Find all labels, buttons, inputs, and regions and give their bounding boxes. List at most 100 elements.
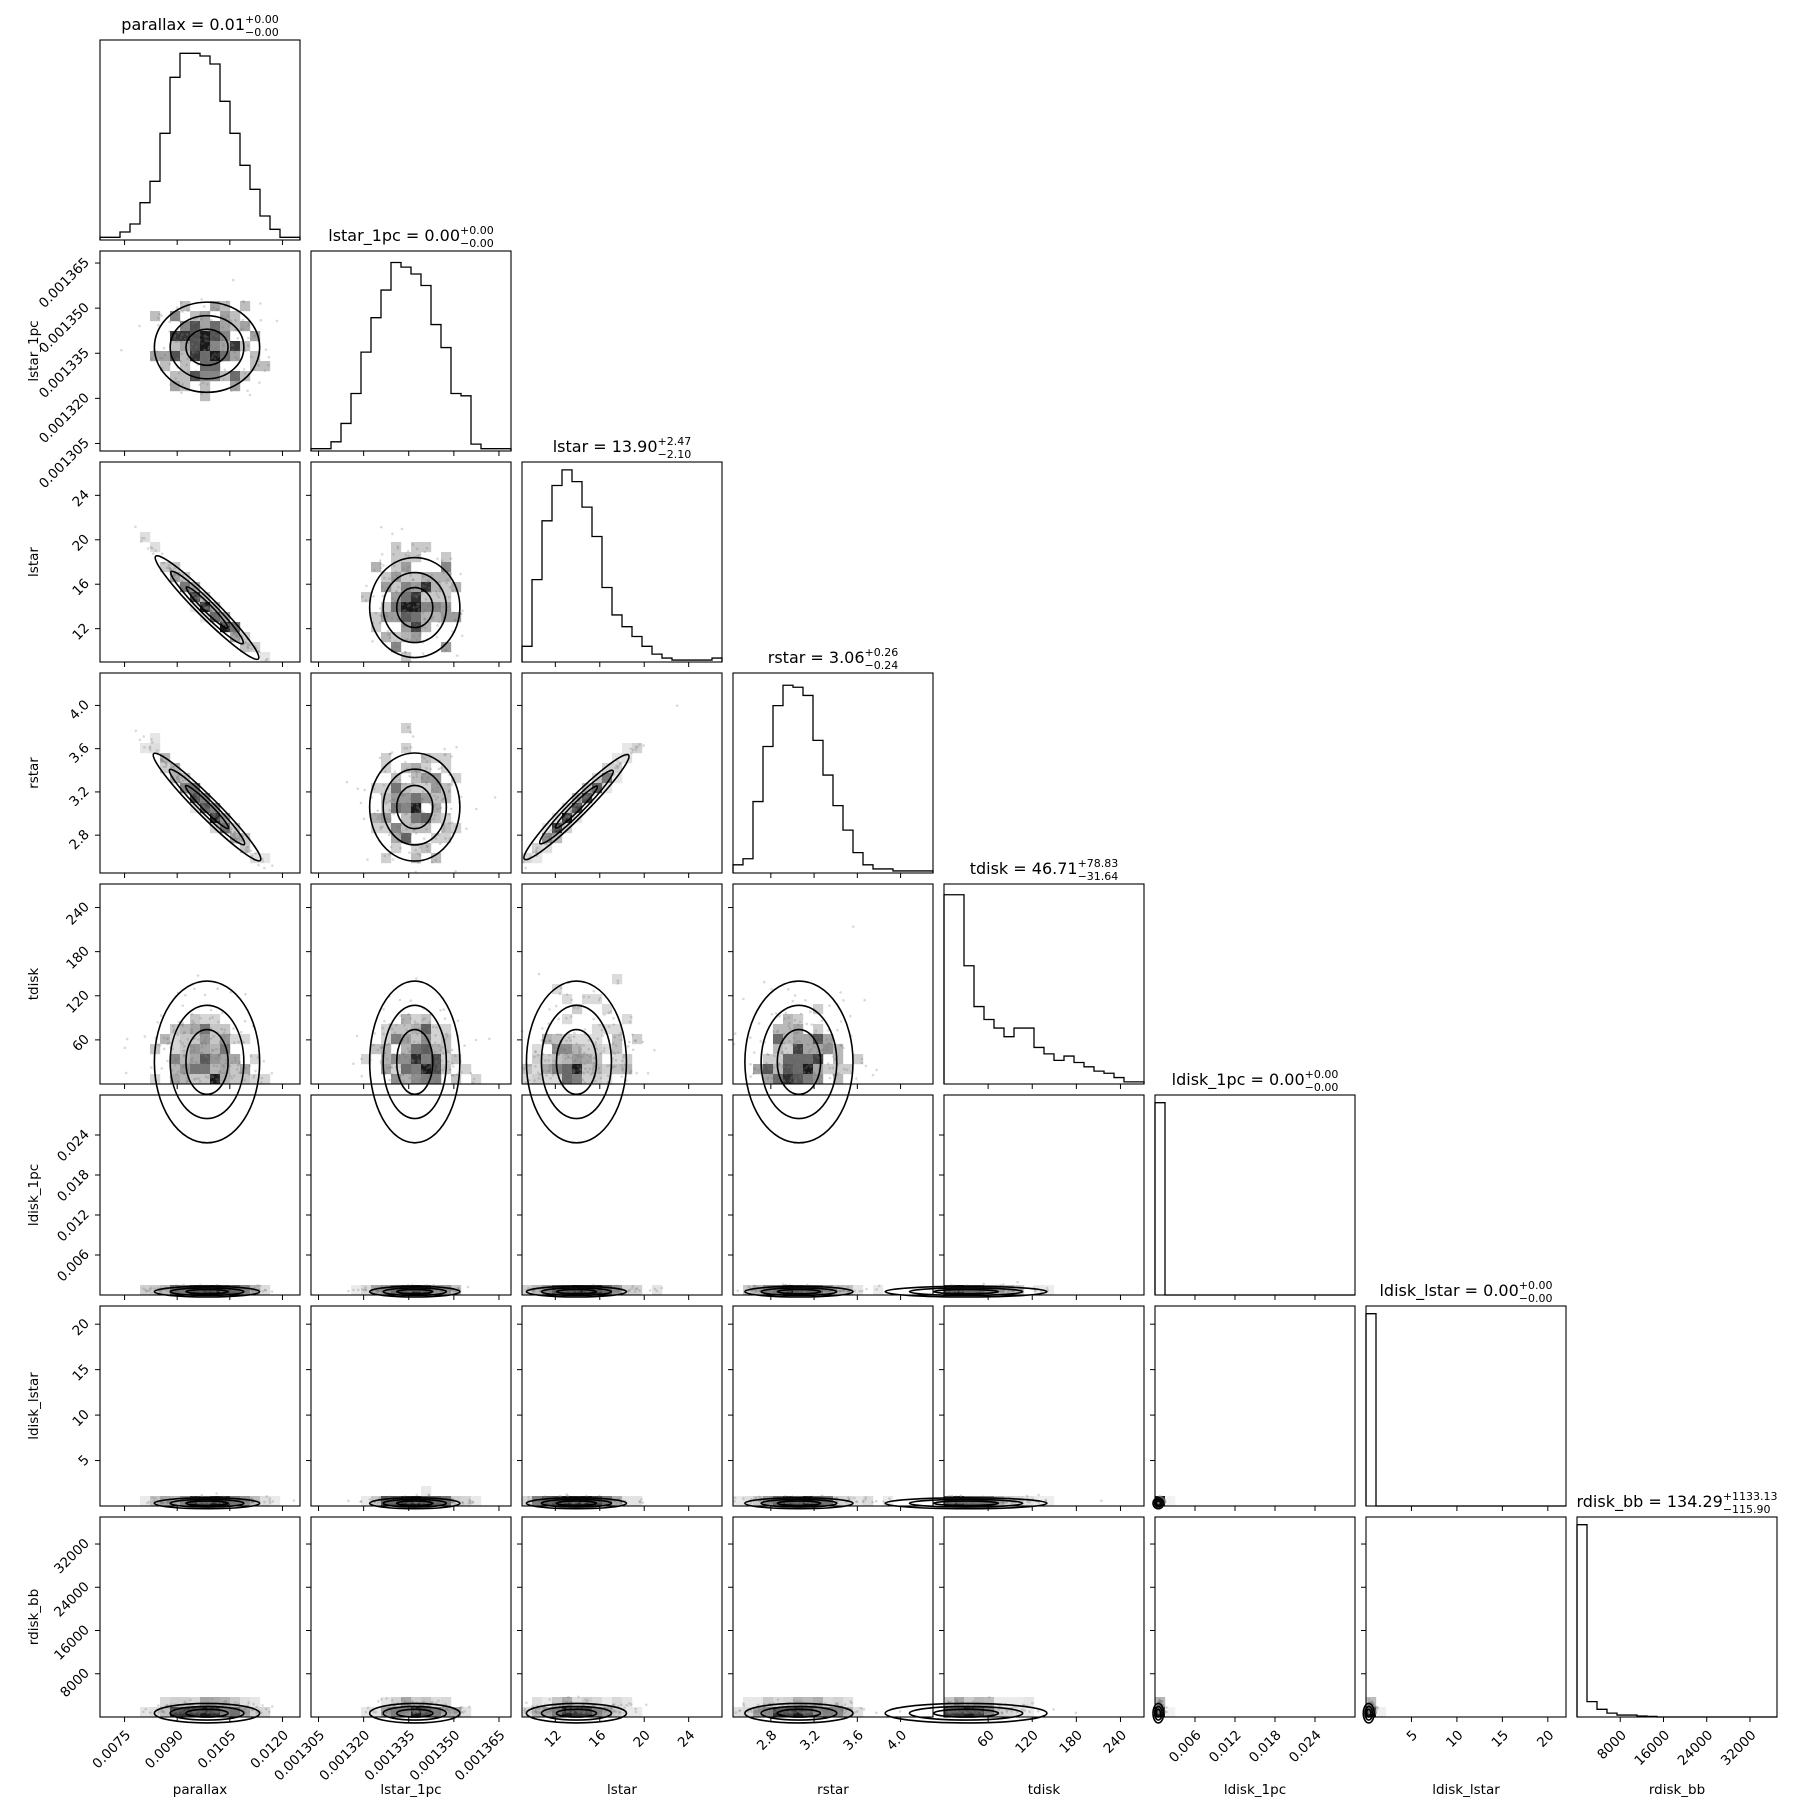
sample-point bbox=[204, 1026, 208, 1029]
sample-point bbox=[247, 1073, 251, 1076]
sample-point bbox=[169, 568, 173, 571]
sample-point bbox=[222, 1031, 226, 1035]
sample-point bbox=[474, 1038, 478, 1042]
sample-point bbox=[160, 356, 164, 360]
sample-point bbox=[207, 807, 210, 810]
sample-point bbox=[412, 1072, 415, 1076]
sample-point bbox=[638, 743, 641, 746]
sample-point bbox=[168, 566, 171, 570]
sample-point bbox=[385, 817, 389, 820]
sample-point bbox=[215, 1064, 219, 1068]
sample-point bbox=[1006, 1290, 1010, 1293]
sample-point bbox=[576, 1006, 580, 1010]
sample-point bbox=[182, 1054, 186, 1057]
sample-point bbox=[569, 809, 573, 812]
sample-point bbox=[261, 1290, 265, 1293]
sample-point bbox=[216, 987, 219, 991]
sample-point bbox=[222, 622, 225, 626]
density-cell bbox=[602, 773, 613, 784]
sample-point bbox=[381, 825, 384, 829]
sample-point bbox=[379, 613, 383, 617]
sample-point bbox=[182, 1071, 186, 1074]
sample-point bbox=[445, 1035, 449, 1038]
density-cell bbox=[200, 1054, 211, 1065]
sample-point bbox=[399, 804, 403, 808]
sample-point bbox=[547, 835, 551, 838]
sample-point bbox=[210, 1073, 213, 1076]
sample-point bbox=[158, 1501, 161, 1505]
sample-point bbox=[474, 807, 478, 811]
sample-point bbox=[435, 1026, 438, 1029]
sample-point bbox=[408, 833, 411, 837]
sample-point bbox=[176, 775, 179, 779]
sample-point bbox=[604, 774, 607, 778]
sample-point bbox=[569, 812, 573, 816]
sample-point bbox=[548, 1053, 551, 1057]
sample-point bbox=[425, 767, 428, 770]
sample-point bbox=[264, 658, 268, 662]
sample-point bbox=[201, 342, 204, 345]
sample-point bbox=[239, 1071, 242, 1075]
sample-point bbox=[776, 1076, 779, 1080]
sample-point bbox=[220, 1011, 224, 1015]
density-cell bbox=[190, 592, 201, 603]
sample-point bbox=[209, 807, 213, 811]
sample-point bbox=[435, 782, 439, 786]
density-cell bbox=[441, 552, 452, 563]
sample-point bbox=[791, 1074, 794, 1078]
sample-point bbox=[769, 1072, 772, 1076]
density-cell bbox=[622, 753, 633, 764]
density-cell bbox=[431, 753, 442, 764]
sample-point bbox=[630, 751, 633, 754]
sample-point bbox=[826, 1042, 830, 1046]
sample-point bbox=[593, 787, 597, 791]
sample-point bbox=[607, 1025, 611, 1028]
density-cell bbox=[391, 843, 402, 854]
sample-point bbox=[842, 999, 845, 1002]
sample-point bbox=[603, 1047, 606, 1050]
contour-level bbox=[368, 752, 461, 862]
sample-point bbox=[675, 704, 679, 707]
sample-point bbox=[583, 1062, 586, 1066]
sample-point bbox=[592, 1017, 595, 1021]
sample-point bbox=[190, 1064, 194, 1067]
sample-point bbox=[215, 614, 219, 618]
sample-point bbox=[409, 1017, 412, 1020]
sample-point bbox=[599, 1290, 603, 1293]
sample-point bbox=[784, 1011, 788, 1015]
sample-point bbox=[807, 1073, 810, 1076]
sample-point bbox=[426, 849, 429, 852]
sample-point bbox=[260, 1081, 263, 1084]
sample-point bbox=[267, 363, 270, 367]
sample-point bbox=[153, 1287, 156, 1290]
sample-point bbox=[561, 1078, 564, 1082]
sample-point bbox=[770, 1012, 774, 1016]
sample-point bbox=[766, 1076, 770, 1079]
sample-point bbox=[391, 1290, 395, 1293]
sample-point bbox=[437, 1066, 440, 1070]
sample-point bbox=[620, 1059, 624, 1063]
sample-point bbox=[394, 644, 398, 647]
sample-point bbox=[190, 1031, 193, 1035]
density-cell bbox=[401, 632, 412, 643]
sample-point bbox=[563, 817, 567, 820]
sample-point bbox=[352, 1062, 355, 1066]
sample-point bbox=[248, 393, 252, 397]
sample-point bbox=[450, 755, 453, 758]
density-cell bbox=[190, 1024, 201, 1035]
sample-point bbox=[567, 1064, 571, 1067]
sample-point bbox=[549, 833, 553, 837]
sample-point bbox=[754, 1290, 758, 1293]
sample-point bbox=[563, 817, 567, 820]
sample-point bbox=[175, 306, 179, 309]
sample-point bbox=[579, 803, 583, 807]
sample-point bbox=[865, 1287, 868, 1291]
sample-point bbox=[487, 1037, 491, 1041]
sample-point bbox=[213, 810, 217, 814]
sample-point bbox=[160, 552, 164, 555]
sample-point bbox=[373, 812, 377, 815]
sample-point bbox=[419, 766, 422, 769]
sample-point bbox=[782, 1041, 786, 1045]
sample-point bbox=[875, 1068, 878, 1072]
sample-point bbox=[558, 992, 562, 996]
